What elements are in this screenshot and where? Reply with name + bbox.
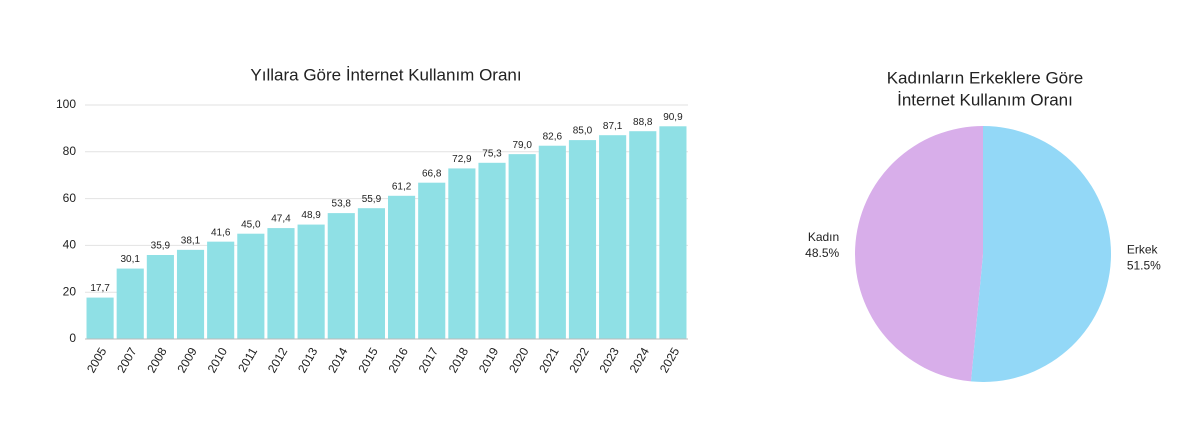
- slice-label: Kadın: [808, 230, 839, 244]
- x-tick-label: 2020: [506, 345, 532, 375]
- pie-slice: [970, 126, 1111, 382]
- x-tick-label: 2021: [536, 345, 562, 375]
- value-label: 38,1: [181, 235, 201, 246]
- x-tick-label: 2022: [566, 345, 592, 375]
- value-label: 88,8: [633, 117, 653, 128]
- value-label: 75,3: [482, 148, 502, 159]
- x-tick-label: 2025: [657, 345, 683, 375]
- slice-value-label: 51.5%: [1127, 259, 1161, 273]
- value-label: 30,1: [120, 254, 140, 265]
- value-label: 55,9: [362, 194, 382, 205]
- slice-label: Erkek: [1127, 243, 1159, 257]
- x-tick-label: 2023: [596, 345, 622, 375]
- bar: [629, 131, 657, 339]
- bar: [599, 135, 627, 339]
- y-tick-label: 60: [63, 191, 77, 205]
- chart-title: İnternet Kullanım Oranı: [897, 90, 1073, 109]
- value-label: 87,1: [603, 121, 623, 132]
- value-label: 82,6: [543, 131, 563, 142]
- x-tick-label: 2012: [265, 345, 291, 375]
- bar: [297, 224, 325, 339]
- x-tick-label: 2024: [627, 345, 653, 375]
- y-tick-label: 20: [63, 284, 77, 298]
- x-tick-label: 2013: [295, 345, 321, 375]
- bar: [146, 254, 174, 339]
- x-tick-label: 2018: [446, 345, 472, 375]
- value-label: 66,8: [422, 168, 442, 179]
- value-label: 79,0: [512, 140, 532, 151]
- x-tick-label: 2017: [416, 345, 442, 375]
- bar: [388, 195, 416, 339]
- x-tick-label: 2011: [235, 345, 260, 375]
- bar: [418, 182, 446, 339]
- y-tick-label: 80: [63, 144, 77, 158]
- bar: [538, 145, 566, 339]
- bar: [659, 126, 687, 339]
- value-label: 90,9: [663, 112, 683, 123]
- value-label: 61,2: [392, 181, 412, 192]
- value-label: 47,4: [271, 214, 291, 225]
- y-tick-label: 100: [56, 97, 76, 111]
- x-tick-label: 2019: [476, 345, 502, 375]
- value-label: 41,6: [211, 227, 231, 238]
- x-tick-label: 2014: [325, 345, 351, 375]
- chart-title: Kadınların Erkeklere Göre: [887, 68, 1084, 87]
- bar: [357, 208, 385, 339]
- y-tick-label: 0: [69, 331, 76, 345]
- bar: [86, 297, 114, 339]
- x-tick-label: 2007: [114, 345, 140, 375]
- bar: [448, 168, 476, 339]
- pie-slice: [854, 126, 983, 382]
- value-label: 45,0: [241, 219, 261, 230]
- bar: [478, 162, 506, 339]
- value-label: 72,9: [452, 154, 472, 165]
- x-tick-label: 2015: [355, 345, 381, 375]
- value-label: 35,9: [151, 241, 171, 252]
- x-tick-label: 2009: [174, 345, 200, 375]
- value-label: 48,9: [301, 210, 321, 221]
- bar: [327, 213, 355, 339]
- y-tick-label: 40: [63, 238, 77, 252]
- x-tick-label: 2010: [205, 345, 231, 375]
- bar: [176, 249, 205, 339]
- slice-value-label: 48.5%: [805, 246, 839, 260]
- x-tick-label: 2005: [84, 345, 110, 375]
- bar: [116, 268, 144, 339]
- bar: [508, 154, 536, 339]
- bar: [267, 228, 295, 339]
- chart-title: Yıllara Göre İnternet Kullanım Oranı: [250, 65, 521, 84]
- x-tick-label: 2008: [144, 345, 170, 375]
- bar: [207, 241, 235, 339]
- bar: [237, 233, 265, 339]
- value-label: 85,0: [573, 126, 593, 137]
- value-label: 17,7: [90, 283, 110, 294]
- value-label: 53,8: [332, 199, 352, 210]
- bar: [568, 140, 597, 339]
- x-tick-label: 2016: [385, 345, 411, 375]
